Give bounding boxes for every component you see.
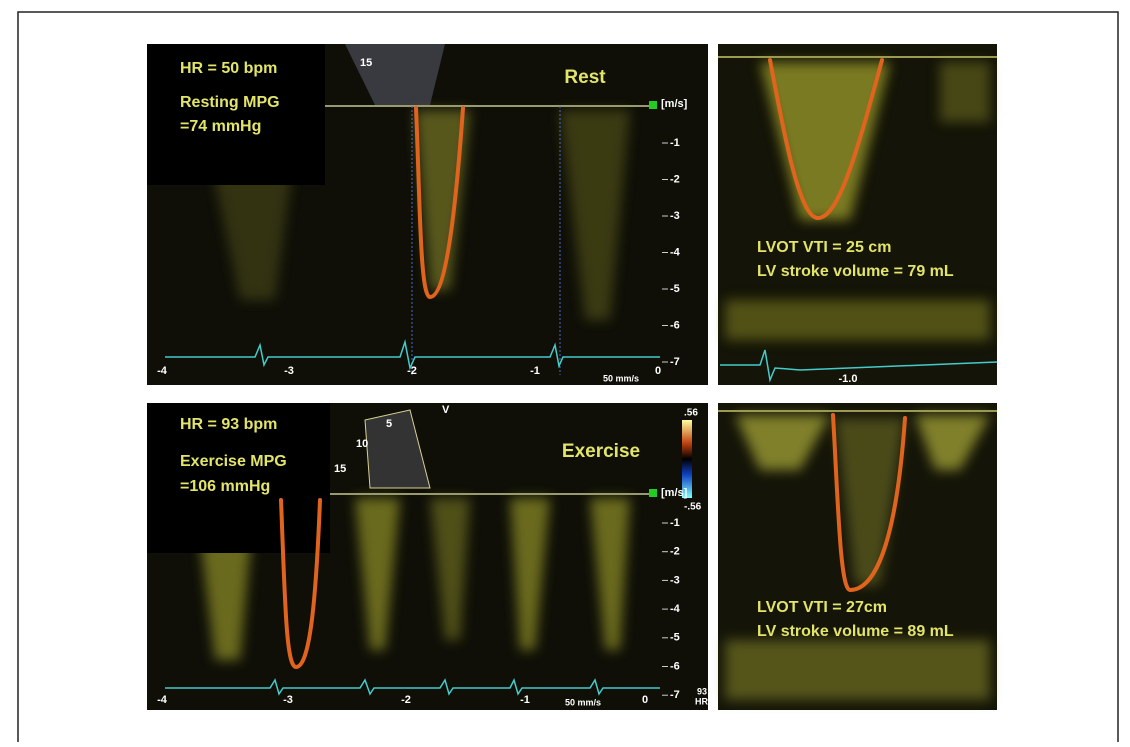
- hr-unit: HR: [695, 696, 708, 706]
- depth-label: 15: [360, 57, 372, 69]
- hr: HR = 50 bpm: [180, 60, 277, 77]
- time-label: -3: [284, 365, 294, 377]
- time-label: -2: [407, 365, 417, 377]
- mpg-value: =106 mmHg: [180, 478, 270, 495]
- time-label: 0: [655, 365, 661, 377]
- scale-label: -1: [670, 137, 680, 149]
- scale-label: -3: [670, 574, 680, 586]
- generated: -1 -2 -3 -4 -5 -6 -7 -4 -3 -2 -1 0 -1 -2 -3 -4 -5 -6 -7 -4 -…: [157, 137, 681, 706]
- time-label: -1.0: [839, 373, 858, 385]
- sweep: 50 mm/s: [565, 697, 601, 707]
- sweep: 50 mm/s: [603, 373, 639, 383]
- stroke-volume: LV stroke volume = 89 mL: [757, 623, 954, 640]
- time-label: 0: [642, 694, 648, 706]
- scale-label: -5: [670, 283, 680, 295]
- time-label: -4: [157, 365, 168, 377]
- stroke-volume: LV stroke volume = 79 mL: [757, 263, 954, 280]
- hr: HR = 93 bpm: [180, 416, 277, 433]
- exercise-panel: 5 10 15 V Exercise HR = 93 bpm Exercise …: [147, 403, 708, 710]
- scale-label: -6: [670, 660, 680, 672]
- mpg-label: Exercise MPG: [180, 453, 287, 470]
- time-label: -1: [520, 694, 530, 706]
- scale-label: -2: [670, 546, 680, 558]
- depth-label: 15: [334, 463, 346, 475]
- scale-label: -7: [670, 356, 680, 368]
- rest-lvot-panel: LVOT VTI = 25 cm LV stroke volume = 79 m…: [718, 44, 998, 385]
- mpg-label: Resting MPG: [180, 94, 280, 111]
- rest-panel: 15 Rest HR = 50 bpm Resting MPG =74 mmHg…: [147, 44, 708, 385]
- color-min: -.56: [684, 502, 702, 513]
- scale-label: -6: [670, 319, 680, 331]
- unit: [m/s]: [661, 487, 688, 499]
- time-label: -3: [283, 694, 293, 706]
- depth-label: 10: [356, 438, 368, 450]
- lvot-vti: LVOT VTI = 25 cm: [757, 239, 891, 256]
- hr-value: 93: [697, 686, 707, 696]
- probe-label: V: [442, 404, 450, 416]
- scale-label: -2: [670, 173, 680, 185]
- scale-label: -4: [670, 603, 681, 615]
- scale-label: -4: [670, 246, 681, 258]
- lvot-vti: LVOT VTI = 27cm: [757, 599, 887, 616]
- scale-label: -1: [670, 517, 680, 529]
- color-max: .56: [684, 408, 698, 419]
- time-label: -4: [157, 694, 168, 706]
- unit: [m/s]: [661, 98, 688, 110]
- scale-label: -7: [670, 689, 680, 701]
- time-label: -1: [530, 365, 540, 377]
- mpg-value: =74 mmHg: [180, 118, 261, 135]
- scale-label: -5: [670, 632, 680, 644]
- panel-title: Rest: [564, 67, 606, 88]
- frame: [17, 11, 1119, 747]
- exercise-lvot-panel: LVOT VTI = 27cm LV stroke volume = 89 mL: [718, 403, 997, 710]
- scale-label: -3: [670, 210, 680, 222]
- panel-title: Exercise: [562, 441, 640, 462]
- time-label: -2: [401, 694, 411, 706]
- depth-label: 5: [386, 418, 392, 430]
